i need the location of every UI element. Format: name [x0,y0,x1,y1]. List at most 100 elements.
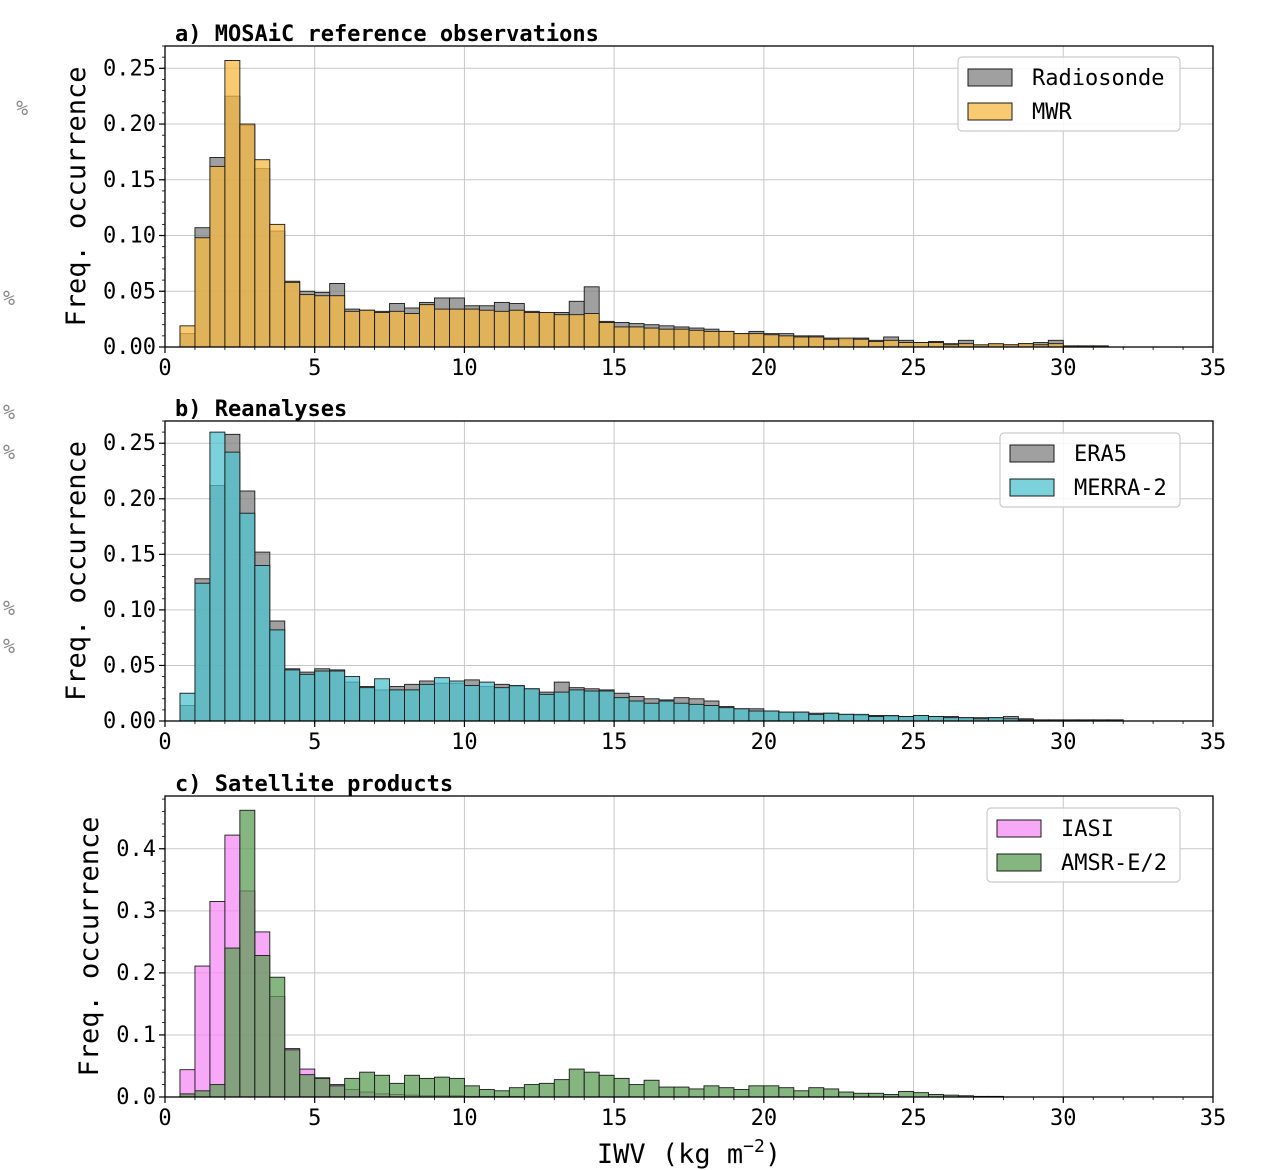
bar [898,342,915,348]
bar [823,1088,840,1098]
bar [523,311,540,348]
legend: IASI AMSR-E/2 [986,807,1181,883]
bar [538,693,555,722]
bar [389,1082,405,1098]
margin-mark-2: % [3,286,16,310]
bar [808,1087,825,1098]
x-tick-label: 35 [1200,730,1227,755]
bar [688,329,705,348]
bar [374,678,391,722]
bar [913,342,929,348]
y-tick-label: 0.15 [103,168,156,193]
bar [209,431,226,722]
series-amsr-e-2 [179,809,1004,1098]
x-tick-label: 30 [1050,730,1077,755]
bar [508,1087,525,1098]
bar [194,965,211,1098]
plot-frame [164,45,1214,348]
bar [793,336,810,348]
bar [808,713,825,722]
bar [359,309,376,348]
bar [598,690,615,722]
bar [853,338,870,348]
bar [179,1069,196,1098]
bar [359,687,376,722]
x-tick-label: 20 [751,1106,778,1131]
bar [568,314,585,348]
x-tick-label: 25 [900,1106,927,1131]
bar [194,582,211,722]
bar [868,340,885,348]
bar [898,716,915,722]
bar [254,564,271,722]
bar [523,1084,540,1098]
y-tick-label: 0.2 [116,961,156,986]
bar [763,710,780,722]
legend-label: MWR [1032,100,1072,125]
x-tick-label: 15 [601,356,628,381]
bar [913,714,929,722]
bar [778,711,795,722]
legend-swatch [967,68,1013,87]
bar [523,688,540,722]
bar [508,309,525,348]
bar [179,692,196,722]
x-tick-label: 0 [158,1106,171,1131]
bar [194,237,211,348]
y-tick-label: 0.10 [103,598,156,623]
bar [793,1090,810,1098]
bar [883,339,900,348]
x-tick-label: 25 [900,730,927,755]
margin-mark-3: % [3,400,16,424]
bar [478,1089,495,1098]
bar [209,1084,226,1098]
bar [434,1076,450,1098]
legend-label: AMSR-E/2 [1061,851,1167,876]
bar [224,60,241,348]
bar [419,683,435,722]
bar [224,947,241,1098]
bar [793,711,810,722]
bar [493,687,510,722]
legend-swatch [996,853,1042,872]
y-tick-label: 0.4 [116,837,156,862]
panel-title: c) Satellite products [175,772,453,797]
series-merra-2 [179,431,1124,722]
bar [883,714,900,722]
legend-swatch [967,102,1013,121]
bar [643,327,660,348]
bar [269,223,286,348]
bar [688,703,705,722]
y-tick-label: 0.00 [103,709,156,734]
bar [553,314,570,348]
legend-swatch [1009,444,1055,463]
bar [449,680,465,722]
x-tick-label: 5 [308,730,321,755]
bar [733,1089,750,1098]
bar [449,1077,465,1098]
x-tick-label: 5 [308,356,321,381]
x-tick-label: 0 [158,356,171,381]
bar [538,311,555,348]
bar [493,1090,510,1098]
bar [314,670,331,722]
x-tick-label: 25 [900,356,927,381]
bar [688,1088,705,1098]
y-axis-label: Freq. occurrence [74,816,105,1076]
legend-box [957,56,1181,132]
bar [673,328,690,348]
bar [463,1085,480,1098]
x-tick-label: 0 [158,730,171,755]
bar [254,159,271,348]
x-tick-label: 15 [601,1106,628,1131]
x-tick-label: 30 [1050,356,1077,381]
y-tick-label: 0.25 [103,56,156,81]
bar [643,702,660,722]
bar [613,697,630,722]
bar [628,700,645,722]
x-tick-label: 20 [751,356,778,381]
bar [628,326,645,348]
bar [239,809,256,1098]
bar [808,336,825,348]
margin-mark-1: ) % [0,96,29,120]
